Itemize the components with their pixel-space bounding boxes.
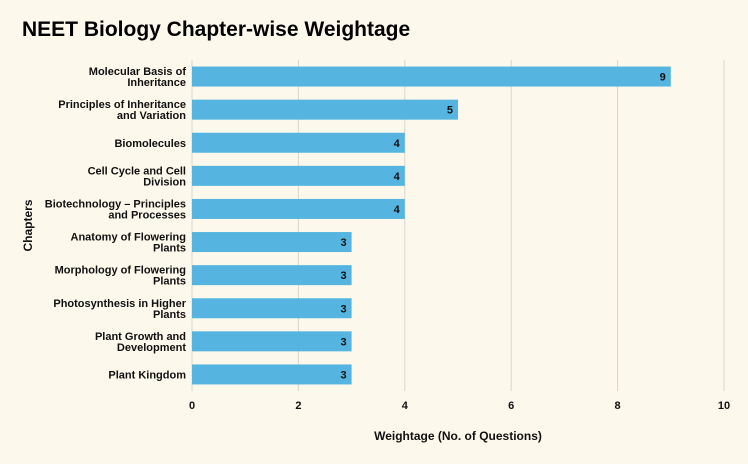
bar-value-label: 3 — [340, 336, 346, 348]
y-tick-label: Principles of Inheritance — [58, 99, 186, 111]
bar — [192, 66, 671, 87]
bar — [192, 132, 405, 153]
bar-value-label: 4 — [394, 171, 401, 183]
y-tick-label: Biomolecules — [114, 138, 186, 150]
y-axis-label: Chapters — [21, 199, 35, 251]
y-tick-label: Photosynthesis in Higher — [53, 298, 186, 310]
bar-value-label: 3 — [340, 303, 346, 315]
bar — [192, 232, 352, 253]
bar-value-label: 9 — [660, 72, 666, 84]
x-tick-label: 0 — [189, 400, 195, 412]
bar — [192, 364, 352, 385]
bar — [192, 298, 352, 319]
y-tick-label: Plants — [153, 243, 186, 255]
y-tick-label: Plants — [153, 276, 186, 288]
x-tick-label: 8 — [615, 400, 621, 412]
y-tick-label: Plant Kingdom — [108, 369, 186, 381]
y-tick-label: Development — [117, 342, 186, 354]
y-tick-label: and Variation — [117, 110, 186, 122]
bar — [192, 265, 352, 286]
bar-value-label: 4 — [394, 204, 401, 216]
bar — [192, 165, 405, 186]
y-tick-label: Division — [143, 176, 186, 188]
bar-value-label: 5 — [447, 105, 453, 117]
bar — [192, 198, 405, 219]
y-tick-label: Cell Cycle and Cell — [88, 165, 186, 177]
bar — [192, 99, 458, 120]
bar-value-label: 3 — [340, 270, 346, 282]
y-tick-label: Molecular Basis of — [89, 66, 187, 78]
x-tick-label: 2 — [295, 400, 301, 412]
y-tick-label: Plants — [153, 309, 186, 321]
bar-value-label: 3 — [340, 237, 346, 249]
bar — [192, 331, 352, 352]
y-tick-label: Morphology of Flowering — [55, 265, 186, 277]
x-tick-label: 6 — [508, 400, 514, 412]
y-tick-label: Biotechnology – Principles — [45, 198, 186, 210]
x-tick-label: 4 — [402, 400, 409, 412]
y-tick-label: Anatomy of Flowering — [71, 232, 187, 244]
chart-title: NEET Biology Chapter-wise Weightage — [22, 18, 411, 41]
y-tick-label: Plant Growth and — [95, 331, 186, 343]
y-tick-label: and Processes — [108, 209, 186, 221]
x-axis-label: Weightage (No. of Questions) — [374, 429, 542, 443]
bar-value-label: 4 — [394, 138, 401, 150]
x-tick-label: 10 — [718, 400, 730, 412]
y-tick-label: Inheritance — [127, 77, 186, 89]
bar-value-label: 3 — [340, 369, 346, 381]
